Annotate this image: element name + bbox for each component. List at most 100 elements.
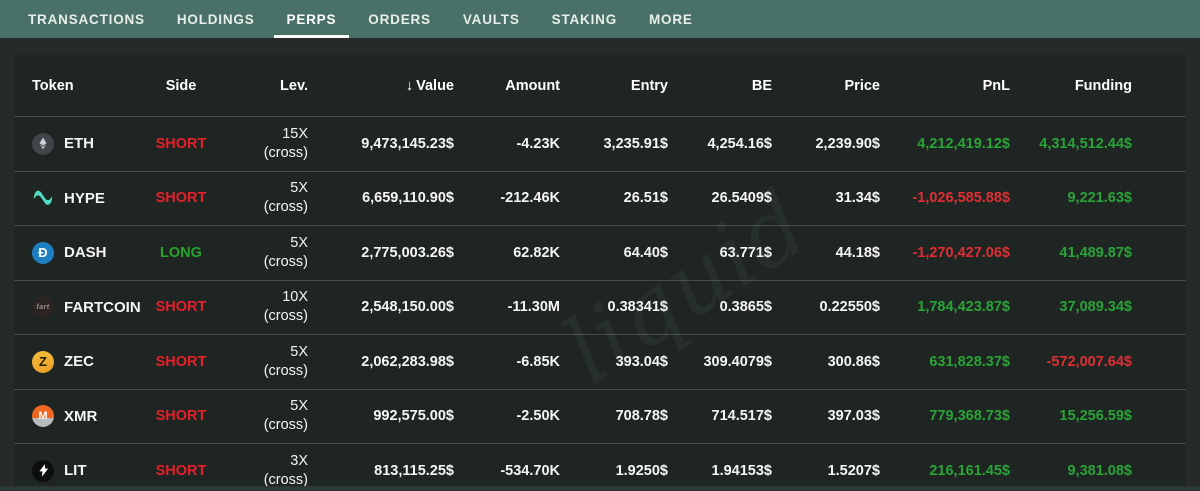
amount-cell: -534.70K (500, 462, 560, 479)
table-row[interactable]: M XMR SHORT 5X (cross) 992,575.00$ -2.50… (14, 388, 1186, 444)
value-cell: 2,062,283.98$ (361, 353, 454, 370)
entry-cell: 393.04$ (615, 353, 668, 370)
pnl-cell: -1,270,427.06$ (912, 244, 1010, 261)
header-entry[interactable]: Entry (630, 77, 668, 94)
sort-desc-icon[interactable]: ↓ (405, 77, 414, 94)
leverage-mode: (cross) (263, 253, 308, 270)
entry-cell: 1.9250$ (615, 462, 668, 479)
token-name: ETH (64, 135, 94, 153)
table-row[interactable]: HYPE SHORT 5X (cross) 6,659,110.90$ -212… (14, 170, 1186, 226)
token-name: ZEC (64, 353, 94, 371)
tab-label: TRANSACTIONS (28, 11, 145, 27)
tab-vaults[interactable]: VAULTS (450, 0, 533, 38)
tab-perps[interactable]: PERPS (273, 0, 350, 38)
funding-cell: 37,089.34$ (1059, 299, 1132, 316)
price-cell: 397.03$ (827, 408, 880, 425)
leverage-mode: (cross) (263, 144, 308, 161)
token-name: HYPE (64, 189, 105, 207)
funding-cell: 9,221.63$ (1067, 190, 1132, 207)
header-funding[interactable]: Funding (1074, 77, 1132, 94)
price-cell: 0.22550$ (819, 299, 880, 316)
entry-cell: 0.38341$ (607, 299, 668, 316)
leverage-value: 5X (290, 343, 308, 360)
tab-orders[interactable]: ORDERS (355, 0, 444, 38)
pnl-cell: 631,828.37$ (929, 353, 1010, 370)
header-side[interactable]: Side (165, 77, 197, 94)
xmr-icon: M (32, 405, 54, 428)
leverage-mode: (cross) (263, 362, 308, 379)
header-value[interactable]: ↓ Value (308, 78, 454, 94)
amount-cell: -2.50K (516, 408, 560, 425)
be-cell: 0.3865$ (719, 299, 772, 316)
entry-cell: 26.51$ (623, 190, 668, 207)
amount-cell: -6.85K (516, 353, 560, 370)
hype-icon (32, 187, 54, 209)
funding-cell: 15,256.59$ (1059, 408, 1132, 425)
header-amount[interactable]: Amount (505, 77, 560, 94)
zec-icon: Z (32, 350, 54, 373)
tab-label: PERPS (286, 11, 337, 27)
leverage: 5X (cross) (222, 343, 308, 381)
value-cell: 6,659,110.90$ (362, 190, 454, 207)
leverage: 10X (cross) (222, 288, 308, 326)
amount-cell: -4.23K (516, 135, 560, 152)
header-be[interactable]: BE (751, 77, 772, 94)
side-label: SHORT (155, 408, 207, 425)
token-name: FARTCOIN (64, 298, 141, 316)
leverage-value: 15X (282, 125, 308, 142)
fartcoin-icon: fart (32, 296, 54, 319)
leverage-value: 10X (282, 289, 308, 306)
table-row[interactable]: ETH SHORT 15X (cross) 9,473,145.23$ -4.2… (14, 116, 1186, 171)
lit-icon (32, 459, 54, 482)
value-cell: 813,115.25$ (374, 462, 454, 479)
tab-more[interactable]: MORE (636, 0, 706, 38)
tab-label: MORE (649, 11, 693, 27)
table-row[interactable]: fart FARTCOIN SHORT 10X (cross) 2,548,15… (14, 279, 1186, 335)
be-cell: 4,254.16$ (707, 135, 772, 152)
value-cell: 2,548,150.00$ (361, 299, 454, 316)
value-cell: 992,575.00$ (373, 408, 454, 425)
table-header-row: Token Side Lev. ↓ Value Amount Entry BE P… (14, 55, 1186, 116)
entry-cell: 3,235.91$ (603, 135, 668, 152)
funding-cell: 41,489.87$ (1059, 244, 1132, 261)
header-pnl[interactable]: PnL (982, 77, 1010, 94)
pnl-cell: 216,161.45$ (929, 462, 1010, 479)
table-row[interactable]: Đ DASH LONG 5X (cross) 2,775,003.26$ 62.… (14, 225, 1186, 280)
bottom-bar (0, 486, 1200, 491)
leverage-value: 3X (290, 452, 308, 469)
side-label: SHORT (155, 353, 207, 370)
table-row[interactable]: Z ZEC SHORT 5X (cross) 2,062,283.98$ -6.… (14, 334, 1186, 389)
be-cell: 714.517$ (711, 408, 772, 425)
pnl-cell: -1,026,585.88$ (912, 190, 1010, 207)
leverage: 5X (cross) (222, 397, 308, 435)
leverage: 15X (cross) (222, 125, 308, 163)
amount-cell: -212.46K (500, 190, 560, 207)
funding-cell: 4,314,512.44$ (1039, 135, 1132, 152)
dash-icon: Đ (32, 241, 54, 264)
leverage-mode: (cross) (263, 417, 308, 434)
side-label: SHORT (155, 135, 207, 152)
be-cell: 63.771$ (719, 244, 772, 261)
tab-holdings[interactable]: HOLDINGS (164, 0, 268, 38)
table-row[interactable]: LIT SHORT 3X (cross) 813,115.25$ -534.70… (14, 443, 1186, 486)
side-label: SHORT (155, 299, 207, 316)
leverage-mode: (cross) (263, 308, 308, 325)
be-cell: 26.5409$ (711, 190, 772, 207)
header-token[interactable]: Token (32, 77, 74, 94)
leverage-value: 5X (290, 180, 308, 197)
token-name: XMR (64, 407, 98, 425)
side-label: LONG (160, 244, 202, 261)
table-body: ETH SHORT 15X (cross) 9,473,145.23$ -4.2… (14, 116, 1186, 486)
leverage-value: 5X (290, 234, 308, 251)
tab-staking[interactable]: STAKING (539, 0, 630, 38)
tab-label: STAKING (551, 11, 618, 27)
tab-transactions[interactable]: TRANSACTIONS (15, 0, 158, 38)
positions-table: Token Side Lev. ↓ Value Amount Entry BE P… (14, 55, 1186, 486)
be-cell: 1.94153$ (711, 462, 772, 479)
pnl-cell: 1,784,423.87$ (917, 299, 1010, 316)
header-price[interactable]: Price (844, 77, 880, 94)
tab-label: HOLDINGS (176, 11, 255, 27)
side-label: SHORT (155, 462, 207, 479)
pnl-cell: 4,212,419.12$ (917, 135, 1010, 152)
header-lev[interactable]: Lev. (280, 77, 308, 94)
